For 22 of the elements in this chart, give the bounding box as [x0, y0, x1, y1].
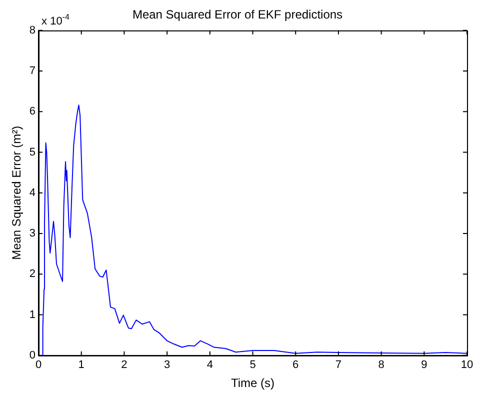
y-tick-label: 2	[29, 268, 36, 280]
x-tick-label: 9	[421, 359, 428, 372]
x-tick-label: 4	[206, 359, 213, 372]
y-tick-label: 0	[29, 349, 36, 362]
y-tick-label: 5	[29, 146, 36, 158]
y-tick-label: 6	[29, 106, 36, 118]
y-tick-label: 3	[29, 228, 36, 240]
x-tick-label: 2	[121, 359, 128, 372]
x-tick-label: 6	[292, 359, 299, 372]
x-tick-label: 1	[78, 359, 84, 372]
y-tick-label: 1	[29, 308, 36, 321]
y-axis-title: Mean Squared Error (m²)	[10, 126, 24, 260]
y-tick-label: 8	[29, 24, 36, 36]
y-tick-label: 7	[29, 65, 36, 78]
x-tick-label: 8	[378, 359, 384, 372]
x-tick-label: 3	[164, 359, 170, 372]
x-tick-label: 5	[250, 359, 256, 372]
x-tick-label: 10	[460, 359, 474, 372]
x-tick-label: 7	[335, 359, 342, 372]
chart-title: Mean Squared Error of EKF predictions	[132, 8, 343, 22]
y-tick-label: 4	[29, 186, 36, 199]
x-axis-title: Time (s)	[230, 376, 275, 390]
